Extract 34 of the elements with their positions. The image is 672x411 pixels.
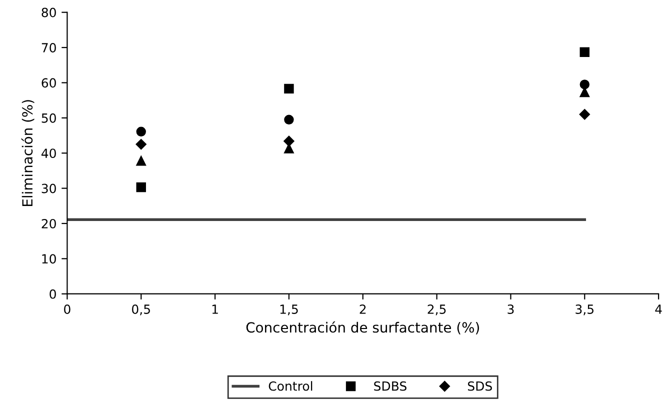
y-tick-label: 0 (50, 289, 56, 299)
point (136, 138, 146, 150)
x-tick-label: 4 (655, 304, 662, 314)
point (136, 182, 146, 192)
y-tick-label: 70 (42, 42, 56, 52)
point (580, 47, 590, 57)
x-tick-label: 0,5 (132, 304, 150, 316)
x-tick-label: 3 (508, 304, 514, 314)
y-tick-label: 30 (42, 184, 56, 194)
point (284, 144, 294, 154)
x-tick-label: 2,5 (428, 304, 446, 316)
point (284, 136, 294, 146)
legend-label: SDBS (374, 381, 406, 391)
y-tick-label: 10 (42, 254, 56, 264)
point (136, 126, 146, 136)
y-axis-title: Eliminación (%) (21, 100, 34, 206)
x-tick-label: 2 (360, 304, 366, 314)
legend-label: Control (268, 381, 312, 391)
y-tick-label: 80 (42, 8, 56, 18)
legend-label: SDS (468, 381, 492, 391)
point (136, 156, 146, 166)
y-tick-label: 20 (42, 218, 56, 228)
point (284, 114, 294, 125)
y-tick-label: 60 (42, 78, 56, 88)
x-tick-label: 0 (64, 304, 70, 314)
x-tick-label: 3,5 (576, 304, 594, 316)
point (579, 109, 590, 120)
x-axis-title: Concentración de surfactante (%) (246, 321, 479, 334)
x-tick-label: 1 (212, 304, 218, 314)
y-tick-label: 50 (42, 113, 56, 123)
y-tick-label: 40 (41, 148, 56, 158)
point (580, 80, 590, 90)
x-tick-label: 1,5 (280, 304, 298, 316)
point (284, 84, 294, 94)
